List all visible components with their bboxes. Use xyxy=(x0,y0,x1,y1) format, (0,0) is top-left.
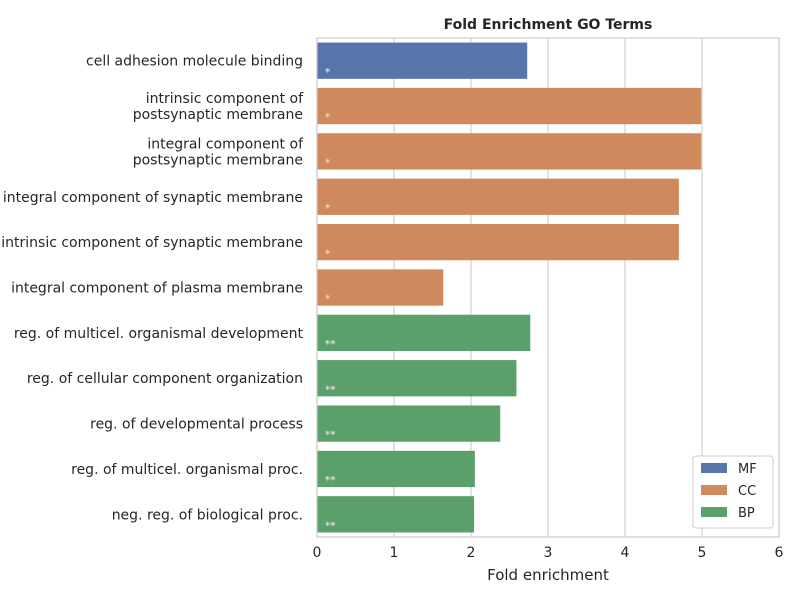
chart-title: Fold Enrichment GO Terms xyxy=(444,17,653,33)
legend-label: CC xyxy=(738,484,756,499)
significance-marker: ** xyxy=(325,384,336,395)
bar xyxy=(317,133,702,170)
bar xyxy=(317,223,679,261)
legend: MF CC BP xyxy=(692,455,774,529)
category-label: neg. reg. of biological proc. xyxy=(112,507,303,523)
bar xyxy=(317,87,702,125)
significance-marker: ** xyxy=(325,430,336,441)
legend-swatch xyxy=(701,507,727,517)
plot-frame xyxy=(316,37,780,538)
bar xyxy=(317,178,679,215)
bar xyxy=(317,496,475,533)
x-tick-label: 5 xyxy=(698,545,707,561)
x-tick-label: 2 xyxy=(467,545,476,561)
bar xyxy=(317,450,475,488)
legend-swatch xyxy=(701,463,727,473)
significance-marker: * xyxy=(325,112,331,123)
x-tick-labels: 0 1 2 3 4 5 6 xyxy=(313,545,784,561)
category-label: integral component of synaptic membrane xyxy=(3,190,303,206)
significance-marker: ** xyxy=(325,339,336,350)
significance-marker: * xyxy=(325,158,331,169)
category-label: reg. of cellular component organization xyxy=(27,371,303,387)
significance-marker: ** xyxy=(325,520,336,531)
x-tick-label: 1 xyxy=(390,545,399,561)
bar xyxy=(317,269,444,306)
category-label: cell adhesion molecule binding xyxy=(86,54,303,70)
category-label: integral component of postsynaptic membra… xyxy=(133,136,304,168)
bars xyxy=(317,42,702,533)
significance-marker: * xyxy=(325,203,331,214)
significance-annotations: **************** xyxy=(325,67,336,532)
category-label: reg. of multicel. organismal proc. xyxy=(71,462,303,478)
significance-marker: * xyxy=(325,248,331,259)
legend-swatch xyxy=(701,485,727,495)
category-label: intrinsic component of synaptic membrane xyxy=(1,235,303,251)
x-tick-label: 6 xyxy=(775,545,784,561)
category-label: reg. of developmental process xyxy=(90,417,303,433)
legend-label: BP xyxy=(738,506,755,521)
x-tick-label: 4 xyxy=(621,545,630,561)
bar xyxy=(317,314,531,352)
x-axis-label: Fold enrichment xyxy=(487,566,609,584)
x-tick-label: 0 xyxy=(313,545,322,561)
bar xyxy=(317,42,528,79)
bar xyxy=(317,360,517,397)
bar xyxy=(317,405,501,442)
category-label: intrinsic component of postsynaptic membr… xyxy=(133,91,304,123)
significance-marker: ** xyxy=(325,475,336,486)
category-labels: cell adhesion molecule binding intrinsic … xyxy=(1,54,304,524)
legend-label: MF xyxy=(738,462,757,477)
significance-marker: * xyxy=(325,294,331,305)
significance-marker: * xyxy=(325,67,331,78)
x-tick-label: 3 xyxy=(544,545,553,561)
category-label: reg. of multicel. organismal development xyxy=(14,326,304,342)
category-label: integral component of plasma membrane xyxy=(11,281,303,297)
